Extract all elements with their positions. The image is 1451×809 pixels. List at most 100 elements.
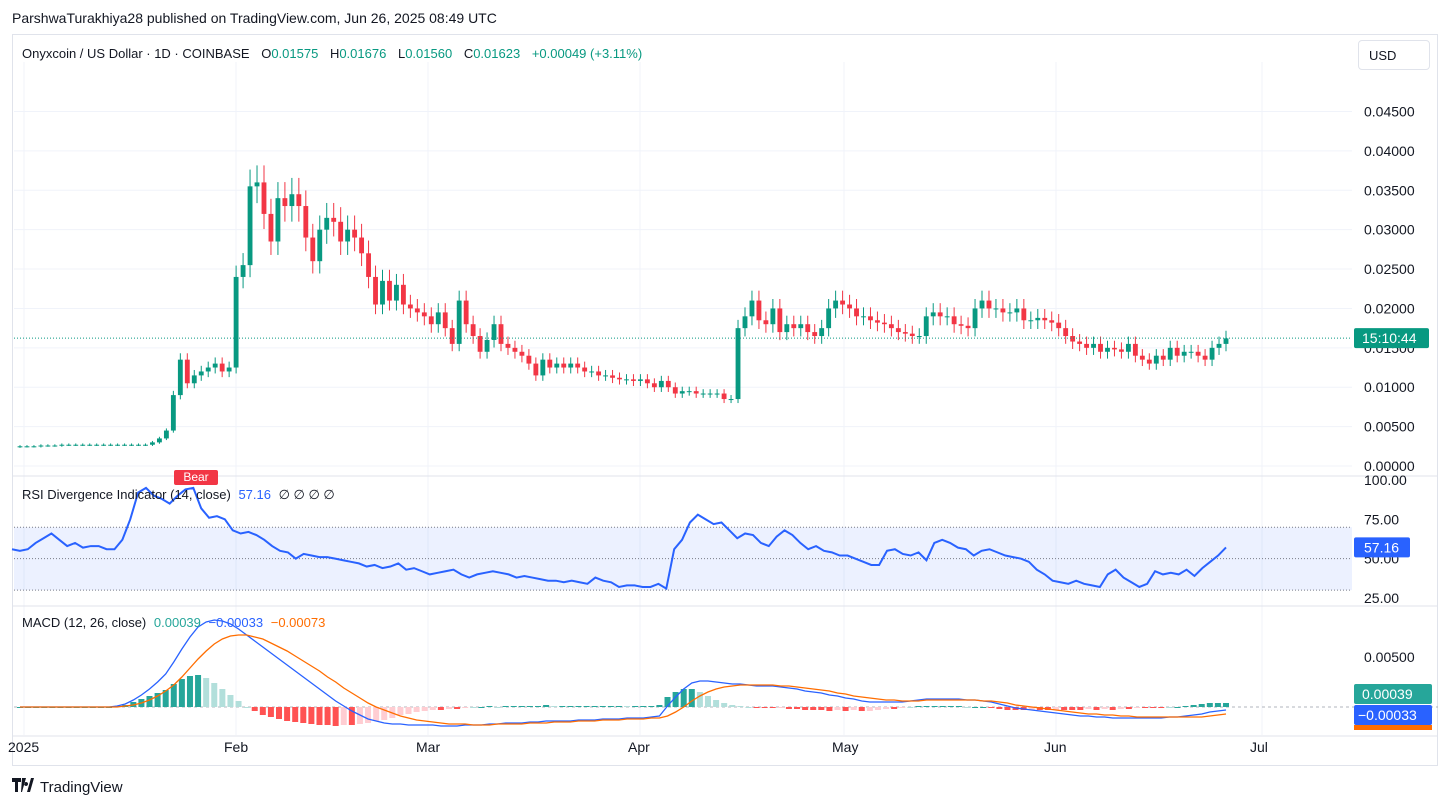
macd-hist-bar: [632, 706, 639, 707]
macd-hist-bar: [988, 707, 995, 708]
candle-body: [254, 182, 260, 187]
macd-signal-value: −0.00073: [270, 615, 326, 630]
candle-body: [1070, 336, 1076, 342]
macd-hist-bar: [923, 706, 930, 707]
macd-hist-bar: [429, 707, 436, 710]
candle-body: [205, 367, 211, 372]
macd-hist-bar: [1214, 703, 1221, 707]
macd-hist-bar: [478, 707, 485, 708]
price-axis-label: 0.04500: [1364, 104, 1415, 120]
candle-body: [944, 316, 950, 318]
footer-brand: TradingView: [12, 778, 123, 796]
candle-body: [763, 320, 769, 325]
rsi-title[interactable]: RSI Divergence Indicator (14, close): [22, 487, 231, 502]
candle-body: [219, 363, 225, 372]
candle-body: [540, 359, 546, 376]
macd-hist-bar: [810, 707, 817, 710]
candle-body: [707, 393, 713, 395]
candle-body: [380, 280, 385, 305]
candle-body: [303, 206, 309, 238]
rsi-value: 57.16: [238, 487, 271, 502]
macd-hist-bar: [777, 707, 784, 708]
macd-hist-value: 0.00039: [153, 615, 201, 630]
candle-body: [331, 217, 337, 222]
macd-hist-bar: [834, 707, 841, 710]
candle-body: [861, 316, 866, 318]
candle-body: [791, 324, 797, 329]
candle-body: [1042, 317, 1048, 321]
candle-body: [526, 355, 532, 364]
candle-body: [498, 324, 504, 344]
macd-hist-tag-text: 0.00039: [1362, 686, 1413, 702]
x-tick-label: 2025: [8, 739, 39, 755]
currency-selector[interactable]: USD: [1358, 40, 1430, 70]
macd-hist-bar: [284, 707, 291, 721]
macd-hist-bar: [259, 707, 266, 715]
macd-hist-bar: [1133, 707, 1140, 708]
candle-body: [373, 276, 378, 305]
rsi-axis-label: 75.00: [1364, 511, 1399, 527]
macd-hist-bar: [1085, 707, 1092, 709]
candle-body: [1049, 320, 1055, 323]
macd-line-value: −0.00033: [208, 615, 264, 630]
candle-body: [129, 444, 134, 446]
macd-hist-bar: [591, 706, 598, 707]
macd-hist-bar: [794, 707, 801, 709]
candle-body: [631, 379, 636, 381]
macd-hist-bar: [1158, 707, 1165, 708]
last-price-countdown: 15:10:44: [1362, 330, 1417, 346]
candle-body: [665, 380, 671, 388]
candle-body: [833, 300, 839, 309]
macd-hist-bar: [850, 707, 857, 710]
open-label: O: [261, 46, 272, 61]
candle-body: [261, 182, 267, 214]
macd-line: [20, 619, 1227, 727]
candle-body: [52, 445, 58, 447]
candle-body: [484, 339, 490, 352]
macd-hist-bar: [526, 706, 533, 707]
macd-signal-line: [20, 634, 1227, 726]
candle-body: [923, 316, 929, 337]
symbol-title[interactable]: Onyxcoin / US Dollar · 1D · COINBASE: [22, 46, 250, 61]
macd-hist-bar: [373, 707, 380, 721]
candle-body: [965, 325, 971, 329]
candle-body: [1195, 351, 1201, 356]
candle-body: [679, 391, 685, 394]
macd-hist-bar: [1053, 707, 1060, 710]
candle-body: [449, 328, 455, 344]
macd-hist-bar: [947, 706, 954, 707]
macd-hist-bar: [203, 678, 210, 707]
candle-body: [686, 391, 692, 393]
candle-body: [979, 300, 985, 309]
brand-name[interactable]: TradingView: [40, 778, 123, 796]
macd-hist-bar: [219, 689, 226, 707]
candle-body: [1028, 320, 1034, 322]
candle-body: [387, 280, 392, 301]
candle-body: [589, 371, 595, 373]
macd-hist-bar: [340, 707, 347, 725]
macd-hist-bar: [1117, 707, 1124, 709]
bear-divergence-label: Bear: [174, 470, 218, 485]
macd-title[interactable]: MACD (12, 26, close): [22, 615, 147, 630]
x-tick-label: Jul: [1250, 739, 1268, 755]
symbol-legend: Onyxcoin / US Dollar · 1D · COINBASE O0.…: [22, 46, 646, 61]
macd-hist-bar: [170, 684, 177, 707]
macd-hist-bar: [939, 706, 946, 707]
candle-body: [840, 300, 846, 305]
macd-hist-bar: [858, 707, 865, 711]
candle-body: [212, 363, 218, 368]
candle-body: [1105, 347, 1110, 352]
macd-hist-bar: [656, 705, 663, 707]
rsi-legend: RSI Divergence Indicator (14, close) 57.…: [22, 487, 339, 503]
candle-body: [930, 312, 936, 317]
x-tick-label: Mar: [416, 739, 440, 755]
rsi-axis-label: 100.00: [1364, 472, 1407, 488]
macd-hist-bar: [1093, 707, 1100, 710]
candle-body: [728, 399, 734, 401]
candle-body: [122, 444, 127, 446]
macd-hist-bar: [243, 707, 250, 708]
candle-body: [700, 393, 706, 395]
macd-hist-bar: [955, 706, 962, 707]
macd-hist-bar: [583, 706, 590, 707]
candle-body: [170, 395, 176, 431]
